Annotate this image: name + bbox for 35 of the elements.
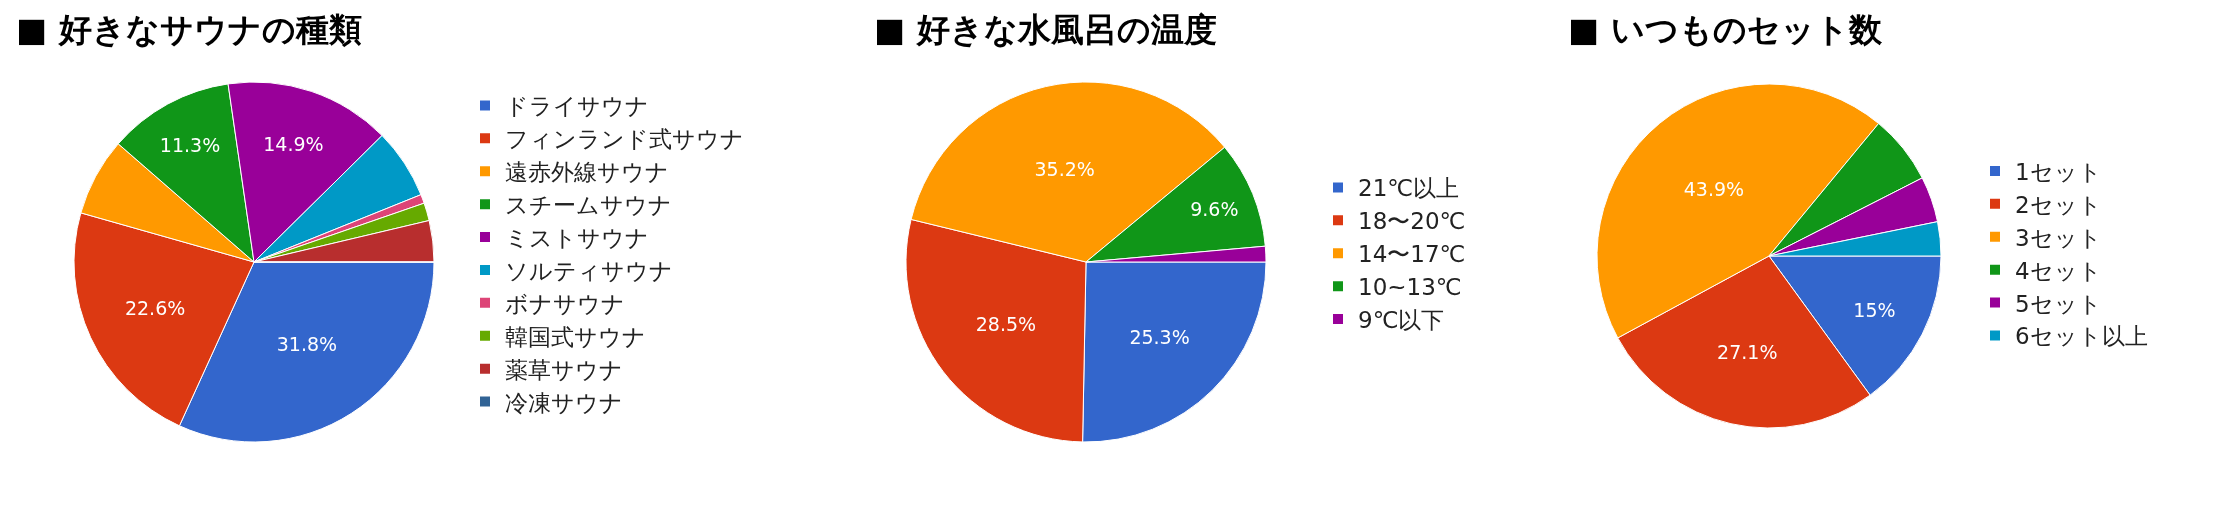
legend-label: 21℃以上 xyxy=(1358,175,1460,202)
data-label: 28.5% xyxy=(975,312,1037,335)
legend-label: 14〜17℃ xyxy=(1358,241,1466,268)
legend-label: 4セット xyxy=(2015,257,2102,284)
chart-title: ■ いつものセット数 xyxy=(1568,10,1883,49)
legend-label: 10~13℃ xyxy=(1358,274,1462,301)
legend-label: ボナサウナ xyxy=(505,290,625,317)
data-label: 9.6% xyxy=(1190,198,1239,221)
legend-label: ミストサウナ xyxy=(505,225,649,252)
data-label: 11.3% xyxy=(159,133,221,156)
legend-label: ソルティサウナ xyxy=(505,257,673,284)
legend-label: 冷凍サウナ xyxy=(505,389,623,416)
legend-label: ドライサウナ xyxy=(505,93,649,120)
chart-title: ■ 好きな水風呂の温度 xyxy=(874,10,1217,49)
legend-label: 3セット xyxy=(2015,224,2102,251)
legend-label: 18〜20℃ xyxy=(1358,208,1466,235)
chart-title: ■ 好きなサウナの種類 xyxy=(16,10,362,49)
legend-label: フィンランド式サウナ xyxy=(505,126,744,153)
data-label: 25.3% xyxy=(1129,325,1190,348)
legend-label: 5セット xyxy=(2015,290,2102,317)
legend-label: 韓国式サウナ xyxy=(505,323,646,350)
legend-label: 薬草サウナ xyxy=(505,356,623,383)
data-label: 35.2% xyxy=(1034,158,1095,181)
data-label: 43.9% xyxy=(1683,177,1745,200)
data-label: 15% xyxy=(1853,298,1896,321)
legend-label: スチームサウナ xyxy=(505,192,672,219)
legend-label: 1セット xyxy=(2015,158,2102,185)
data-label: 31.8% xyxy=(276,333,338,356)
data-label: 14.9% xyxy=(263,133,324,156)
legend-label: 遠赤外線サウナ xyxy=(505,159,669,186)
data-label: 27.1% xyxy=(1717,340,1778,363)
legend-label: 2セット xyxy=(2015,191,2102,218)
legend-label: 9℃以下 xyxy=(1358,307,1445,334)
data-label: 22.6% xyxy=(124,296,186,319)
legend-label: 6セット以上 xyxy=(2015,323,2148,350)
